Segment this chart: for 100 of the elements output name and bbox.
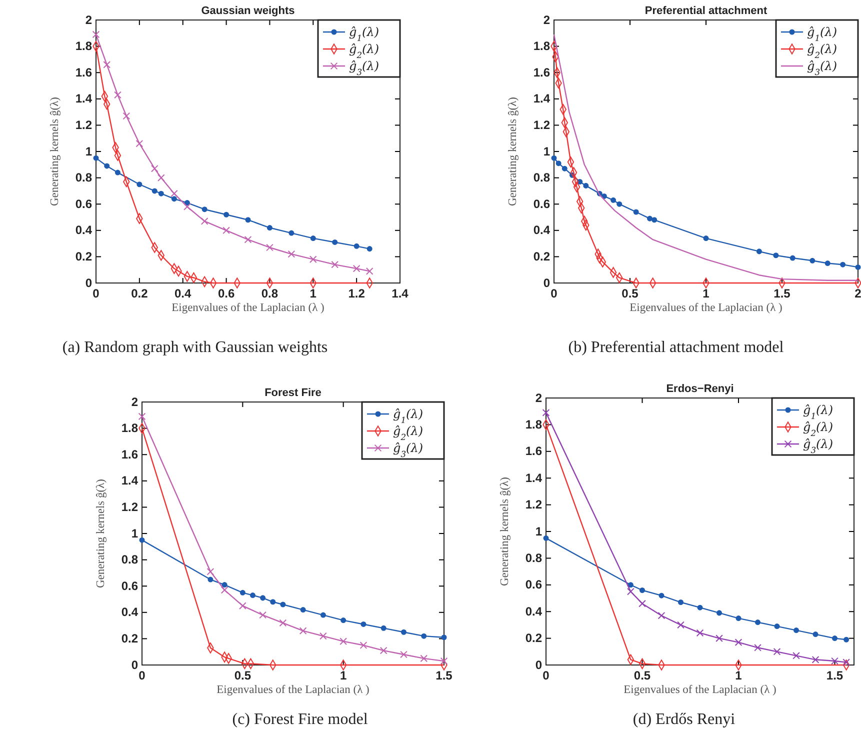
point <box>122 112 130 120</box>
y-tick-label: 2 <box>543 12 550 27</box>
point <box>756 248 762 254</box>
point <box>754 620 761 626</box>
legend-label: ĝ$_{3}$(λ) <box>803 437 834 455</box>
legend-label: ĝ$_{2}$(λ) <box>803 420 834 438</box>
point <box>202 206 208 212</box>
y-tick-label: 1.4 <box>75 92 92 106</box>
legend-label: ĝ$_{2}$(λ) <box>393 424 424 442</box>
point <box>139 537 145 543</box>
y-tick-label: 1.6 <box>525 444 542 458</box>
y-tick-label: 0.4 <box>533 223 550 238</box>
point <box>736 616 742 622</box>
y-tick-label: 0.6 <box>121 578 138 593</box>
y-axis-title: Generating kernels ĝ(λ) <box>499 476 511 586</box>
point <box>184 203 191 210</box>
y-tick-label: 0.8 <box>533 170 550 185</box>
text: (d) Erdős Renyi <box>632 711 736 728</box>
point <box>831 657 838 665</box>
y-tick-label: 1.8 <box>533 39 550 54</box>
text: (b) Preferential attachment model <box>568 339 784 356</box>
point <box>583 182 589 188</box>
x-axis-title: Eigenvalues of the Laplacian (λ ) <box>216 684 370 696</box>
point <box>150 164 158 172</box>
point <box>380 625 386 631</box>
point <box>842 658 850 666</box>
point <box>855 264 861 270</box>
y-tick-label: 1 <box>85 144 92 158</box>
chart-title: Gaussian weights <box>201 5 295 17</box>
y-tick-label: 1.2 <box>525 498 542 512</box>
y-tick-label: 0.2 <box>525 631 542 646</box>
point <box>628 582 634 588</box>
point <box>171 196 177 202</box>
point <box>556 160 562 166</box>
point <box>340 638 348 646</box>
y-tick-label: 1.6 <box>121 447 138 462</box>
y-tick-label: 1.2 <box>75 118 92 132</box>
x-tick-label: 1 <box>735 668 742 683</box>
point <box>812 656 820 664</box>
point <box>734 638 742 646</box>
point <box>352 264 360 272</box>
y-tick-label: 0.4 <box>75 223 92 238</box>
point <box>320 632 327 640</box>
point <box>380 646 388 654</box>
point <box>792 652 800 660</box>
x-axis-title: Eigenvalues of the Laplacian (λ ) <box>172 302 325 314</box>
point <box>542 409 550 416</box>
point <box>716 634 723 642</box>
point <box>354 243 360 249</box>
y-tick-label: 1.6 <box>75 65 92 80</box>
x-tick-label: 1 <box>310 286 317 301</box>
point <box>245 217 251 223</box>
point <box>260 595 266 601</box>
text: (a) Random graph with Gaussian weights <box>62 339 328 356</box>
chart-title: Preferential attachment <box>644 5 768 17</box>
legend-label: ĝ$_{3}$(λ) <box>807 59 838 77</box>
point <box>270 599 276 605</box>
point <box>774 624 780 630</box>
point <box>703 236 709 242</box>
point <box>224 212 230 218</box>
x-axis-title: Eigenvalues of the Laplacian (λ ) <box>624 684 777 696</box>
point <box>773 648 781 656</box>
y-tick-label: 1.6 <box>533 65 550 80</box>
point <box>240 590 246 596</box>
x-tick-label: 0.4 <box>174 286 192 301</box>
y-tick-label: 0.2 <box>75 250 92 264</box>
point <box>152 188 158 194</box>
point <box>114 170 120 176</box>
point <box>562 166 568 172</box>
point <box>170 190 178 198</box>
y-tick-label: 1.4 <box>525 470 542 485</box>
point <box>93 155 99 161</box>
point <box>421 633 427 639</box>
point <box>824 260 830 266</box>
point <box>266 244 274 252</box>
y-tick-label: 2 <box>535 390 542 405</box>
x-tick-label: 0.8 <box>261 286 278 301</box>
point <box>633 209 639 215</box>
x-tick-label: 1.5 <box>826 668 844 683</box>
x-tick-label: 1 <box>340 668 347 683</box>
chart-title: Erdos−Renyi <box>666 383 734 395</box>
y-tick-label: 0.8 <box>121 552 138 567</box>
point <box>677 621 684 629</box>
point <box>309 256 317 264</box>
point <box>793 628 800 634</box>
x-tick-label: 1.5 <box>436 668 453 683</box>
x-tick-label: 1 <box>702 286 710 301</box>
point <box>266 225 272 231</box>
point <box>716 610 722 616</box>
point <box>320 612 326 618</box>
point <box>840 262 846 268</box>
point <box>658 592 664 598</box>
y-tick-label: 0.8 <box>75 170 92 185</box>
point <box>300 607 306 613</box>
point <box>638 600 646 608</box>
point <box>259 611 266 619</box>
point <box>222 582 228 588</box>
point <box>138 412 146 420</box>
x-tick-label: 1.4 <box>392 286 409 301</box>
point <box>279 619 287 627</box>
